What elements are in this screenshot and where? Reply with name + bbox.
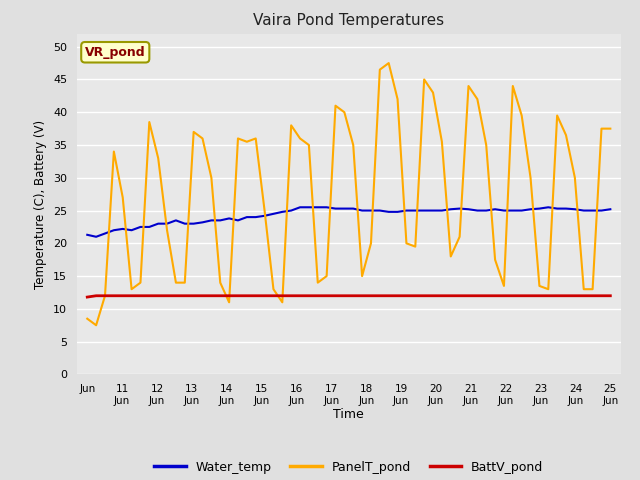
Text: VR_pond: VR_pond [85,46,145,59]
X-axis label: Time: Time [333,408,364,421]
Legend: Water_temp, PanelT_pond, BattV_pond: Water_temp, PanelT_pond, BattV_pond [149,456,548,479]
Title: Vaira Pond Temperatures: Vaira Pond Temperatures [253,13,444,28]
Y-axis label: Temperature (C), Battery (V): Temperature (C), Battery (V) [35,120,47,288]
